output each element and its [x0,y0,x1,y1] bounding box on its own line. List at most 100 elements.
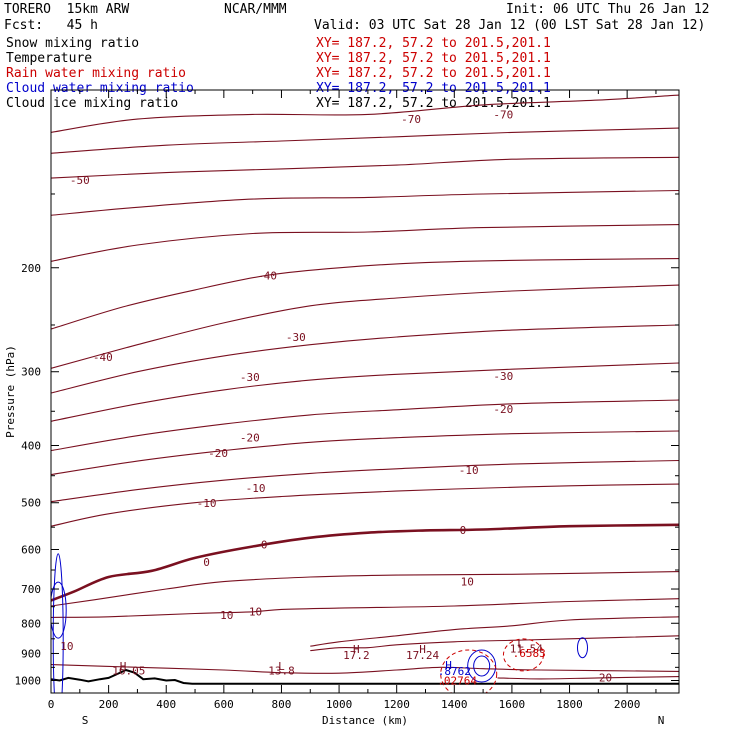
field-snow-xy: XY= 187.2, 57.2 to 201.5,201.1 [316,36,551,51]
contour-label: .02764 [437,675,477,688]
contour-label: 10 [249,605,262,618]
field-cloudwater-name: Cloud water mixing ratio [6,81,194,96]
contour-label: 0 [203,556,210,569]
isotherm-line [51,189,679,216]
contour-label: -10 [197,497,217,510]
cloud-water-contour [51,581,67,639]
contour-label: -70 [401,113,421,126]
forecast-hour: Fcst: 45 h [4,18,98,33]
field-snow-name: Snow mixing ratio [6,36,140,51]
contour-label: .8762 [438,665,471,678]
x-tick-label: 800 [272,698,292,711]
x-tick-label: 2000 [614,698,641,711]
contour-label: -20 [240,432,260,445]
model-title: TORERO 15km ARW [4,2,130,17]
x-tick-label: 200 [99,698,119,711]
contour-label: 10 [60,640,73,653]
contour-label: -30 [286,331,306,344]
contour-label: -40 [257,269,277,282]
contour-label: 10 [220,609,233,622]
pressure-center-label: H [445,659,452,672]
isotherm-line [51,324,679,394]
north-end-label: N [658,714,665,727]
isotherm-line [51,571,679,607]
y-tick-label: 900 [21,647,41,660]
isotherm-line [51,430,679,476]
pressure-center-label: L [517,638,524,651]
cloud-water-contour [473,655,491,677]
field-temp-name: Temperature [6,51,93,66]
pressure-center-label: H [353,643,360,656]
contour-label: -30 [493,370,513,383]
valid-time: Valid: 03 UTC Sat 28 Jan 12 (00 LST Sat … [314,18,706,33]
contour-label: 20 [599,671,612,684]
contour-label: -20 [493,403,513,416]
field-ice-xy: XY= 187.2, 57.2 to 201.5,201.1 [316,96,551,111]
x-tick-label: 400 [156,698,176,711]
x-tick-label: 1200 [383,698,410,711]
contour-label: -20 [208,447,228,460]
cloud-water-contour [467,649,497,683]
y-axis-label: Pressure (hPa) [4,345,17,438]
isotherm-line [51,483,679,527]
isotherm-line [310,635,679,652]
pressure-center-label: H [419,643,426,656]
y-tick-label: 300 [21,366,41,379]
plot-area [51,94,679,693]
plot-frame [50,89,680,694]
contour-label: 17.24 [406,649,439,662]
isotherm-line [51,156,679,179]
contour-label: -30 [240,371,260,384]
y-tick-label: 800 [21,617,41,630]
isotherm-line [310,616,679,647]
x-tick-label: 1000 [326,698,353,711]
init-time: Init: 06 UTC Thu 26 Jan 12 [506,2,710,17]
y-tick-label: 1000 [15,674,42,687]
contour-label: -40 [93,351,113,364]
contour-label: -50 [70,174,90,187]
contour-label: -10 [459,464,479,477]
contour-label: -10 [246,482,266,495]
contour-label: 0 [460,524,467,537]
field-rain-xy: XY= 187.2, 57.2 to 201.5,201.1 [316,66,551,81]
isotherm-line [51,362,679,422]
x-tick-label: 600 [214,698,234,711]
isotherm-line [51,94,679,133]
isotherm-line [51,224,679,262]
x-tick-label: 1600 [499,698,526,711]
contour-label: 13.8 [268,665,295,678]
isotherm-line [51,258,679,330]
isotherm-line [51,284,679,369]
y-tick-label: 700 [21,583,41,596]
contour-label: 10 [461,576,474,589]
isotherm-line [51,459,679,503]
rain-water-contour [502,638,544,672]
org-title: NCAR/MMM [224,2,287,17]
cloud-water-contour [576,637,588,659]
terrain-line [51,668,679,685]
contour-label: 17.2 [343,649,370,662]
contour-label: 0 [261,539,268,552]
field-temp-xy: XY= 187.2, 57.2 to 201.5,201.1 [316,51,551,66]
rain-water-contour [440,649,498,693]
isotherm-line [51,399,679,452]
isotherm-line [51,598,679,618]
field-ice-name: Cloud ice mixing ratio [6,96,179,111]
field-rain-name: Rain water mixing ratio [6,66,187,81]
pressure-center-label: L [278,660,285,673]
y-tick-label: 600 [21,543,41,556]
y-tick-label: 500 [21,497,41,510]
isotherm-line [51,127,679,154]
contour-label: 16.05 [112,665,145,678]
contour-label: 11.54 [510,642,543,655]
isotherm-line [51,664,679,674]
isotherm-line [497,676,679,680]
contour-label: .6583 [513,647,546,660]
pressure-center-label: H [120,660,127,673]
south-end-label: S [82,714,89,727]
x-tick-label: 1400 [441,698,468,711]
x-tick-label: 1800 [556,698,583,711]
contour-label: -70 [493,108,513,121]
x-tick-label: 0 [48,698,55,711]
